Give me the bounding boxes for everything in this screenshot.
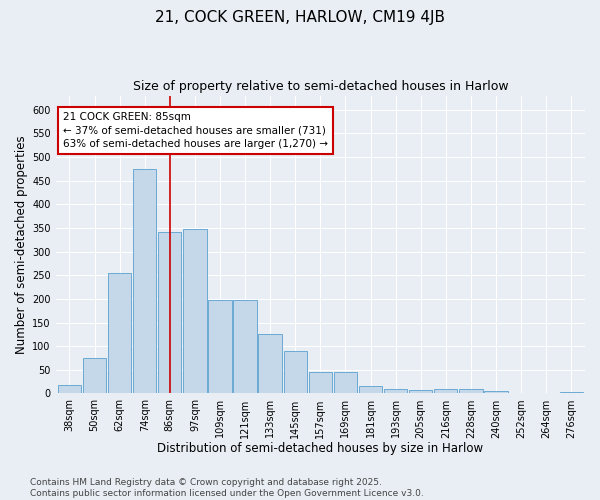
- Bar: [409, 390, 433, 394]
- Bar: [334, 372, 357, 394]
- Bar: [434, 389, 457, 394]
- Bar: [484, 391, 508, 394]
- Bar: [58, 385, 81, 394]
- Text: 21, COCK GREEN, HARLOW, CM19 4JB: 21, COCK GREEN, HARLOW, CM19 4JB: [155, 10, 445, 25]
- Bar: [83, 358, 106, 394]
- Bar: [459, 388, 482, 394]
- Bar: [384, 389, 407, 394]
- Bar: [158, 232, 181, 394]
- X-axis label: Distribution of semi-detached houses by size in Harlow: Distribution of semi-detached houses by …: [157, 442, 484, 455]
- Bar: [208, 300, 232, 394]
- Title: Size of property relative to semi-detached houses in Harlow: Size of property relative to semi-detach…: [133, 80, 508, 93]
- Y-axis label: Number of semi-detached properties: Number of semi-detached properties: [15, 135, 28, 354]
- Bar: [108, 273, 131, 394]
- Bar: [233, 300, 257, 394]
- Bar: [183, 230, 206, 394]
- Bar: [359, 386, 382, 394]
- Text: Contains HM Land Registry data © Crown copyright and database right 2025.
Contai: Contains HM Land Registry data © Crown c…: [30, 478, 424, 498]
- Bar: [284, 352, 307, 394]
- Bar: [133, 169, 157, 394]
- Bar: [308, 372, 332, 394]
- Bar: [560, 392, 583, 394]
- Text: 21 COCK GREEN: 85sqm
← 37% of semi-detached houses are smaller (731)
63% of semi: 21 COCK GREEN: 85sqm ← 37% of semi-detac…: [63, 112, 328, 148]
- Bar: [259, 334, 282, 394]
